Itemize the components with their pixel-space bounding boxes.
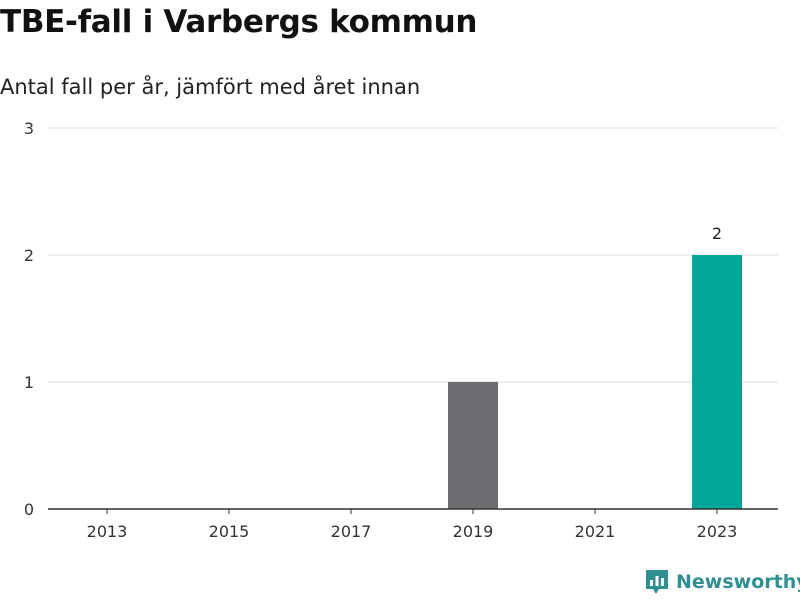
bars [448,255,742,509]
data-labels: 2 [712,224,722,243]
y-tick-label: 1 [24,373,34,392]
chart-title: TBE-fall i Varbergs kommun [0,4,478,40]
y-tick-label: 3 [24,119,34,138]
newsworthy-brand[interactable]: Newsworthy [644,568,800,596]
bar-2023 [692,255,742,509]
y-tick-label: 0 [24,500,34,519]
gridlines [48,127,778,383]
axes: 0 1 2 3 2013 2015 2017 2019 2021 2023 [24,119,778,541]
y-tick-label: 2 [24,246,34,265]
x-tick-label: 2013 [87,522,128,541]
brand-name: Newsworthy [676,571,800,593]
chart-subtitle: Antal fall per år, jämfört med året inna… [0,75,421,99]
newsworthy-logo-icon [646,570,668,594]
x-tick-label: 2017 [331,522,372,541]
x-tick-label: 2023 [697,522,738,541]
x-tick-label: 2021 [575,522,616,541]
bar-2019 [448,382,498,509]
x-tick-label: 2019 [453,522,494,541]
x-tick-label: 2015 [209,522,250,541]
data-label-2023: 2 [712,224,722,243]
